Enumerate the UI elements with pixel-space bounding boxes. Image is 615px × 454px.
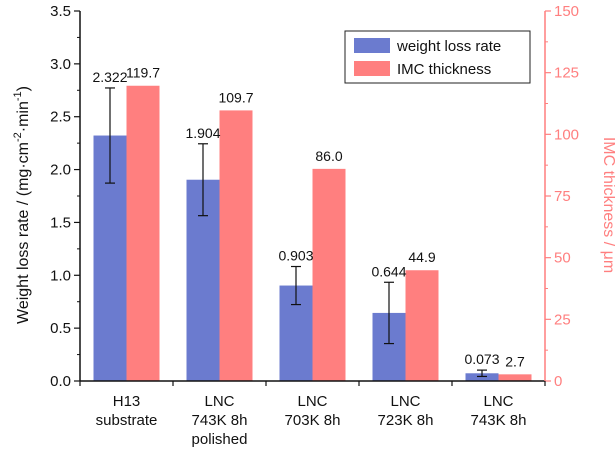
bar-imc-thickness-4 [405,270,439,381]
y-left-title-exp-1: -2 [12,132,24,142]
y-left-tick-label-8: 3.5 [50,3,71,20]
y-right-tick-label-2: 25 [554,311,571,328]
error-bar-1 [105,87,115,184]
y-axis-right-title: IMC thickness / μm [600,137,615,273]
error-bar-3 [291,265,301,306]
error-bars-layer [105,87,487,378]
data-label-imc-thickness-3: 86.0 [315,148,342,164]
y-left-tick-label-6: 2.5 [50,109,71,126]
x-category-label-1: H13 substrate [96,393,158,429]
data-label-weight-loss-rate-3: 0.903 [278,248,313,264]
y-right-tick-label-3: 50 [554,250,571,267]
y-left-tick-label-1: 0.0 [50,373,71,390]
y-right-tick-label-5: 100 [554,126,579,143]
legend-label-imc-thickness: IMC thickness [397,61,491,78]
category-labels-layer: H13 substrate LNC 743K 8h polished LNC 703K 8h… [96,393,527,448]
axes-layer: 0.0 0.5 1.0 1.5 2.0 2.5 3.0 3.5 0 25 50 75 100 125 150 [50,3,579,390]
bar-imc-thickness-5 [498,374,532,381]
legend-swatch-weight-loss-rate [354,38,390,53]
data-label-weight-loss-rate-4: 0.644 [371,263,406,279]
legend-swatch-imc-thickness [354,61,390,76]
y-right-tick-label-4: 75 [554,188,571,205]
data-label-imc-thickness-2: 109.7 [218,89,253,105]
error-bar-4 [384,281,394,345]
y-right-tick-label-1: 0 [554,373,562,390]
data-label-weight-loss-rate-1: 2.322 [92,69,127,85]
bar-imc-thickness-1 [126,85,160,382]
y-left-title-exp-2: -1 [12,91,24,101]
x-category-label-3: LNC 703K 8h [285,393,341,429]
y-left-tick-label-5: 2.0 [50,162,71,179]
data-label-weight-loss-rate-2: 1.904 [185,125,220,141]
y-left-title-part-1: Weight loss rate / (mg·cm [15,142,32,324]
legend: weight loss rate IMC thickness [344,30,531,84]
y-left-tick-label-7: 3.0 [50,56,71,73]
legend-label-weight-loss-rate: weight loss rate [396,38,501,55]
x-category-label-2: LNC 743K 8h polished [192,393,248,448]
y-left-tick-label-2: 0.5 [50,320,71,337]
y-axis-left-title: Weight loss rate / (mg·cm-2·min-1) [12,86,32,324]
error-bar-2 [198,143,208,217]
bars-layer [93,85,532,382]
y-right-tick-label-7: 150 [554,3,579,20]
svg-text:Weight loss rate / (mg·cm-2·mi: Weight loss rate / (mg·cm-2·min-1) [12,86,32,324]
bar-imc-thickness-3 [312,168,346,381]
x-category-label-5: LNC 743K 8h [471,393,527,429]
x-category-label-4: LNC 723K 8h [378,393,434,429]
data-label-imc-thickness-1: 119.7 [126,65,160,81]
bar-imc-thickness-2 [219,110,253,381]
y-left-title-part-2: ·min [15,101,32,132]
y-left-title-part-3: ) [15,86,32,91]
y-left-tick-label-4: 1.5 [50,214,71,231]
data-label-weight-loss-rate-5: 0.073 [464,351,499,367]
data-label-imc-thickness-4: 44.9 [408,249,435,265]
error-bar-5 [477,369,487,378]
data-label-imc-thickness-5: 2.7 [505,353,525,369]
y-left-tick-label-3: 1.0 [50,267,71,284]
y-right-tick-label-6: 125 [554,65,579,82]
bar-weight-loss-rate-5 [465,373,499,381]
